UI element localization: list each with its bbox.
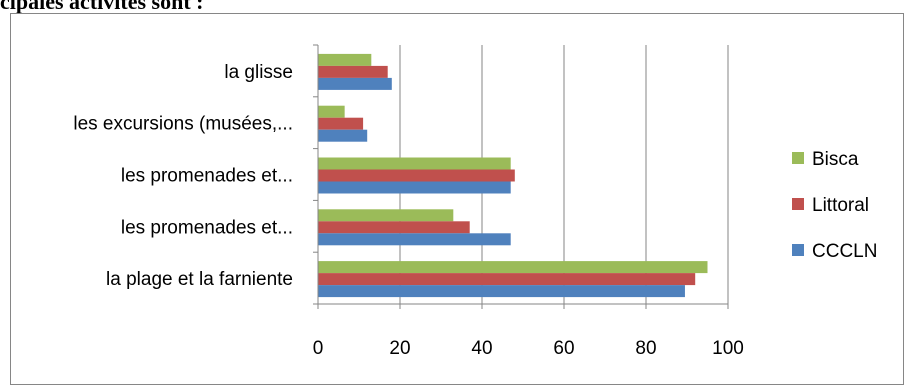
bar-cccln bbox=[318, 78, 392, 90]
bar-cccln bbox=[318, 182, 511, 194]
bar-bisca bbox=[318, 209, 453, 221]
bar-littoral bbox=[318, 118, 363, 130]
bar-cccln bbox=[318, 285, 685, 297]
bar-littoral bbox=[318, 273, 695, 285]
x-tick-label: 20 bbox=[389, 338, 410, 359]
category-label: la glisse bbox=[224, 62, 293, 83]
legend-label-cccln: CCCLN bbox=[812, 241, 877, 262]
x-tick-label: 80 bbox=[635, 338, 656, 359]
category-label: les promenades et... bbox=[121, 166, 293, 187]
x-tick-label: 0 bbox=[313, 338, 324, 359]
category-label: la plage et la farniente bbox=[106, 269, 293, 290]
legend-swatch-bisca bbox=[792, 152, 804, 164]
legend: Bisca Littoral CCCLN bbox=[792, 149, 877, 262]
bar-cccln bbox=[318, 233, 511, 245]
legend-swatch-littoral bbox=[792, 198, 804, 210]
legend-label-bisca: Bisca bbox=[812, 149, 859, 170]
bar-bisca bbox=[318, 54, 371, 66]
bar-littoral bbox=[318, 221, 470, 233]
category-label: les promenades et... bbox=[121, 217, 293, 238]
x-tick-label: 40 bbox=[471, 338, 492, 359]
bar-chart: 0 20 40 60 80 100 la glisse les excursions (mus… bbox=[11, 14, 903, 384]
x-tick-label: 60 bbox=[553, 338, 574, 359]
chart-frame: 0 20 40 60 80 100 la glisse les excursions (mus… bbox=[10, 13, 904, 385]
category-label: les excursions (musées,... bbox=[73, 114, 293, 135]
bar-cccln bbox=[318, 130, 367, 142]
legend-label-littoral: Littoral bbox=[812, 195, 869, 216]
bar-littoral bbox=[318, 66, 388, 78]
x-tick-label: 100 bbox=[712, 338, 744, 359]
bar-littoral bbox=[318, 170, 515, 182]
bar-bisca bbox=[318, 261, 708, 273]
legend-swatch-cccln bbox=[792, 244, 804, 256]
bars bbox=[318, 54, 708, 297]
bar-bisca bbox=[318, 106, 345, 118]
bar-bisca bbox=[318, 158, 511, 170]
